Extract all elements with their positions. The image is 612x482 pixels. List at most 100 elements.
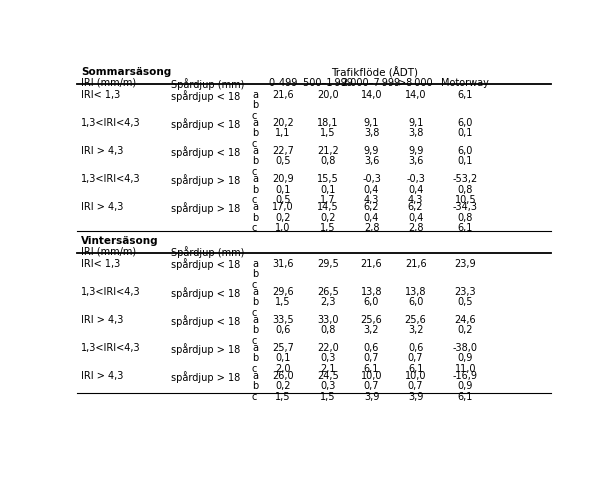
Text: a: a bbox=[252, 90, 258, 100]
Text: 3,8: 3,8 bbox=[364, 129, 379, 138]
Text: 3,6: 3,6 bbox=[408, 157, 424, 166]
Text: >8 000: >8 000 bbox=[398, 78, 433, 88]
Text: 10,5: 10,5 bbox=[455, 195, 476, 205]
Text: a: a bbox=[252, 118, 258, 128]
Text: 0,6: 0,6 bbox=[275, 325, 291, 335]
Text: IRI > 4,3: IRI > 4,3 bbox=[81, 202, 124, 212]
Text: spårdjup > 18: spårdjup > 18 bbox=[171, 174, 241, 186]
Text: a: a bbox=[252, 287, 258, 296]
Text: 0,8: 0,8 bbox=[320, 325, 335, 335]
Text: 11,0: 11,0 bbox=[455, 364, 476, 374]
Text: 3,9: 3,9 bbox=[408, 392, 424, 402]
Text: 0,9: 0,9 bbox=[458, 353, 473, 363]
Text: c: c bbox=[252, 195, 258, 205]
Text: spårdjup < 18: spårdjup < 18 bbox=[171, 287, 241, 298]
Text: 0,7: 0,7 bbox=[364, 381, 379, 391]
Text: 0,6: 0,6 bbox=[364, 343, 379, 353]
Text: 1,5: 1,5 bbox=[275, 392, 291, 402]
Text: b: b bbox=[252, 381, 258, 391]
Text: 0,1: 0,1 bbox=[275, 185, 291, 195]
Text: b: b bbox=[252, 353, 258, 363]
Text: 6,2: 6,2 bbox=[364, 202, 379, 212]
Text: 4,3: 4,3 bbox=[408, 195, 424, 205]
Text: 0,2: 0,2 bbox=[458, 325, 473, 335]
Text: spårdjup < 18: spårdjup < 18 bbox=[171, 146, 241, 158]
Text: 6,2: 6,2 bbox=[408, 202, 424, 212]
Text: 6,1: 6,1 bbox=[364, 364, 379, 374]
Text: 2 000–7 999: 2 000–7 999 bbox=[343, 78, 401, 88]
Text: 2,0: 2,0 bbox=[275, 364, 291, 374]
Text: IRI > 4,3: IRI > 4,3 bbox=[81, 371, 124, 381]
Text: -0,3: -0,3 bbox=[362, 174, 381, 184]
Text: c: c bbox=[252, 139, 258, 149]
Text: b: b bbox=[252, 157, 258, 166]
Text: 0,4: 0,4 bbox=[408, 213, 424, 223]
Text: a: a bbox=[252, 343, 258, 353]
Text: IRI > 4,3: IRI > 4,3 bbox=[81, 315, 124, 325]
Text: 14,0: 14,0 bbox=[360, 90, 382, 100]
Text: 0,4: 0,4 bbox=[364, 185, 379, 195]
Text: c: c bbox=[252, 392, 258, 402]
Text: 0,3: 0,3 bbox=[320, 381, 335, 391]
Text: 0,4: 0,4 bbox=[408, 185, 424, 195]
Text: 25,6: 25,6 bbox=[405, 315, 427, 325]
Text: spårdjup < 18: spårdjup < 18 bbox=[171, 315, 241, 326]
Text: spårdjup < 18: spårdjup < 18 bbox=[171, 118, 241, 130]
Text: Vintersäsong: Vintersäsong bbox=[81, 236, 159, 246]
Text: 2,8: 2,8 bbox=[364, 223, 379, 233]
Text: 0,2: 0,2 bbox=[275, 213, 291, 223]
Text: 13,8: 13,8 bbox=[360, 287, 382, 296]
Text: 0,7: 0,7 bbox=[408, 353, 424, 363]
Text: a: a bbox=[252, 202, 258, 212]
Text: IRI (mm/m): IRI (mm/m) bbox=[81, 246, 136, 256]
Text: 20,0: 20,0 bbox=[317, 90, 338, 100]
Text: 25,7: 25,7 bbox=[272, 343, 294, 353]
Text: -53,2: -53,2 bbox=[453, 174, 478, 184]
Text: spårdjup < 18: spårdjup < 18 bbox=[171, 258, 241, 270]
Text: 1,7: 1,7 bbox=[320, 195, 335, 205]
Text: c: c bbox=[252, 223, 258, 233]
Text: 23,9: 23,9 bbox=[455, 258, 476, 268]
Text: 0,2: 0,2 bbox=[275, 381, 291, 391]
Text: 6,1: 6,1 bbox=[408, 364, 424, 374]
Text: 6,0: 6,0 bbox=[458, 146, 473, 156]
Text: spårdjup > 18: spårdjup > 18 bbox=[171, 202, 241, 214]
Text: c: c bbox=[252, 336, 258, 346]
Text: b: b bbox=[252, 269, 258, 279]
Text: 0,1: 0,1 bbox=[275, 353, 291, 363]
Text: 20,2: 20,2 bbox=[272, 118, 294, 128]
Text: 17,0: 17,0 bbox=[272, 202, 294, 212]
Text: c: c bbox=[252, 280, 258, 290]
Text: 2,1: 2,1 bbox=[320, 364, 335, 374]
Text: 1,3<IRI<4,3: 1,3<IRI<4,3 bbox=[81, 118, 141, 128]
Text: a: a bbox=[252, 258, 258, 268]
Text: Motorway: Motorway bbox=[441, 78, 490, 88]
Text: a: a bbox=[252, 315, 258, 325]
Text: 9,1: 9,1 bbox=[408, 118, 424, 128]
Text: 6,0: 6,0 bbox=[408, 297, 424, 307]
Text: 26,5: 26,5 bbox=[317, 287, 339, 296]
Text: 1,5: 1,5 bbox=[275, 297, 291, 307]
Text: 0,8: 0,8 bbox=[458, 213, 473, 223]
Text: 6,1: 6,1 bbox=[458, 90, 473, 100]
Text: 33,0: 33,0 bbox=[317, 315, 338, 325]
Text: a: a bbox=[252, 371, 258, 381]
Text: 9,9: 9,9 bbox=[364, 146, 379, 156]
Text: 10,0: 10,0 bbox=[360, 371, 382, 381]
Text: 0–499: 0–499 bbox=[268, 78, 297, 88]
Text: 0,1: 0,1 bbox=[458, 129, 473, 138]
Text: spårdjup > 18: spårdjup > 18 bbox=[171, 343, 241, 355]
Text: 1,3<IRI<4,3: 1,3<IRI<4,3 bbox=[81, 343, 141, 353]
Text: 6,0: 6,0 bbox=[458, 118, 473, 128]
Text: 0,8: 0,8 bbox=[458, 185, 473, 195]
Text: Spårdjup (mm): Spårdjup (mm) bbox=[171, 246, 245, 258]
Text: spårdjup > 18: spårdjup > 18 bbox=[171, 371, 241, 383]
Text: b: b bbox=[252, 213, 258, 223]
Text: 6,1: 6,1 bbox=[458, 223, 473, 233]
Text: -0,3: -0,3 bbox=[406, 174, 425, 184]
Text: 1,3<IRI<4,3: 1,3<IRI<4,3 bbox=[81, 287, 141, 296]
Text: 15,5: 15,5 bbox=[317, 174, 339, 184]
Text: 6,0: 6,0 bbox=[364, 297, 379, 307]
Text: 0,2: 0,2 bbox=[320, 213, 335, 223]
Text: 3,2: 3,2 bbox=[408, 325, 424, 335]
